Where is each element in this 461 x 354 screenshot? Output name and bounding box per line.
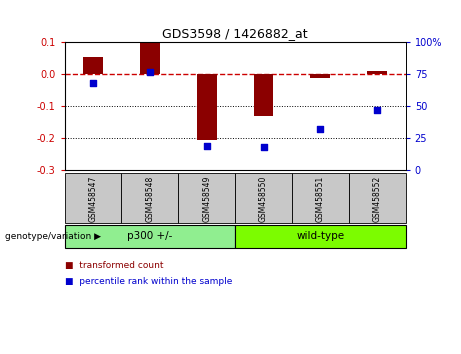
- Bar: [197, 74, 217, 140]
- Bar: [178, 173, 235, 223]
- Text: GSM458549: GSM458549: [202, 176, 211, 222]
- Point: [373, 107, 381, 113]
- Text: GSM458550: GSM458550: [259, 176, 268, 222]
- Text: p300 +/-: p300 +/-: [127, 231, 172, 241]
- Bar: [349, 173, 406, 223]
- Text: ■  transformed count: ■ transformed count: [65, 261, 163, 270]
- Point: [89, 80, 97, 86]
- Bar: [235, 173, 292, 223]
- Bar: [140, 44, 160, 74]
- Text: GSM458551: GSM458551: [316, 176, 325, 222]
- Point: [203, 143, 210, 149]
- Bar: [235, 225, 406, 248]
- Text: GSM458552: GSM458552: [373, 176, 382, 222]
- Point: [260, 144, 267, 150]
- Point: [146, 69, 154, 75]
- Text: GSM458547: GSM458547: [89, 176, 97, 222]
- Bar: [65, 173, 121, 223]
- Bar: [65, 225, 235, 248]
- Text: wild-type: wild-type: [296, 231, 344, 241]
- Text: GSM458548: GSM458548: [145, 176, 154, 222]
- Point: [317, 126, 324, 132]
- Bar: [254, 74, 273, 116]
- Bar: [292, 173, 349, 223]
- Bar: [83, 57, 103, 74]
- Bar: [121, 173, 178, 223]
- Bar: [310, 74, 331, 78]
- Bar: [367, 71, 387, 74]
- Text: genotype/variation ▶: genotype/variation ▶: [5, 232, 100, 241]
- Text: ■  percentile rank within the sample: ■ percentile rank within the sample: [65, 277, 232, 286]
- Title: GDS3598 / 1426882_at: GDS3598 / 1426882_at: [162, 27, 308, 40]
